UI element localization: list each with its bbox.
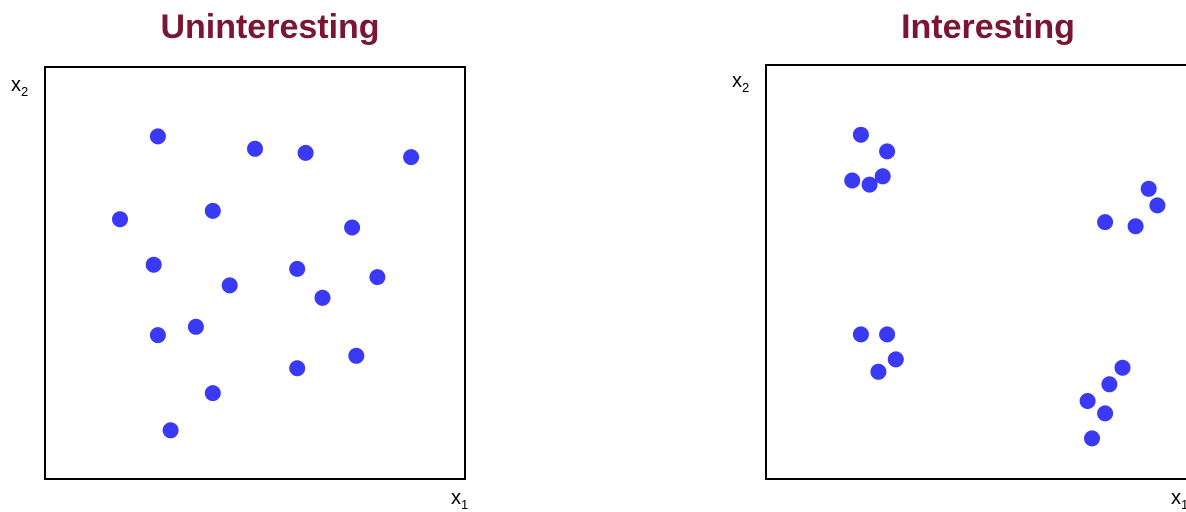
scatter-point [369, 269, 386, 286]
y-axis-label: x2 [732, 70, 750, 95]
scatter-point [1140, 180, 1157, 197]
scatter-point [1079, 393, 1096, 409]
plot-area [765, 64, 1186, 480]
scatter-point [297, 144, 314, 161]
scatter-point [1149, 197, 1166, 214]
chart-title: Interesting [901, 8, 1075, 46]
scatter-point [204, 385, 221, 402]
scatter-point [852, 326, 869, 343]
scatter-point [1084, 430, 1100, 447]
scatter-point [403, 149, 420, 166]
y-axis-label: x2 [11, 74, 29, 99]
x-axis-label: x1 [1171, 487, 1186, 512]
scatter-point [247, 140, 263, 157]
scatter-point [162, 422, 179, 439]
chart-title: Uninteresting [160, 8, 380, 46]
scatter-point [861, 176, 878, 193]
scatter-point [874, 168, 891, 185]
scatter-point [187, 318, 204, 335]
x-axis-label: x1 [451, 487, 469, 512]
scatter-point [149, 327, 166, 344]
scatter-point [870, 363, 887, 380]
scatter-point [204, 202, 221, 219]
scatter-point [1097, 214, 1114, 231]
scatter-point [289, 360, 306, 377]
scatter-point [887, 351, 904, 368]
scatter-point [112, 211, 128, 228]
plot-area [44, 66, 466, 480]
scatter-point [879, 143, 896, 160]
scatter-point [149, 128, 166, 145]
scatter-point [879, 326, 896, 343]
scatter-point [221, 277, 238, 294]
scatter-point [852, 126, 869, 143]
scatter-point [1097, 405, 1114, 422]
scatter-point [1114, 359, 1131, 376]
scatter-point [1101, 376, 1118, 393]
scatter-point [344, 219, 361, 236]
scatter-point [289, 260, 306, 277]
scatter-point [314, 289, 331, 306]
scatter-point [145, 256, 162, 273]
scatter-point [348, 347, 365, 364]
scatter-point [844, 172, 861, 189]
scatter-point [1127, 218, 1144, 235]
